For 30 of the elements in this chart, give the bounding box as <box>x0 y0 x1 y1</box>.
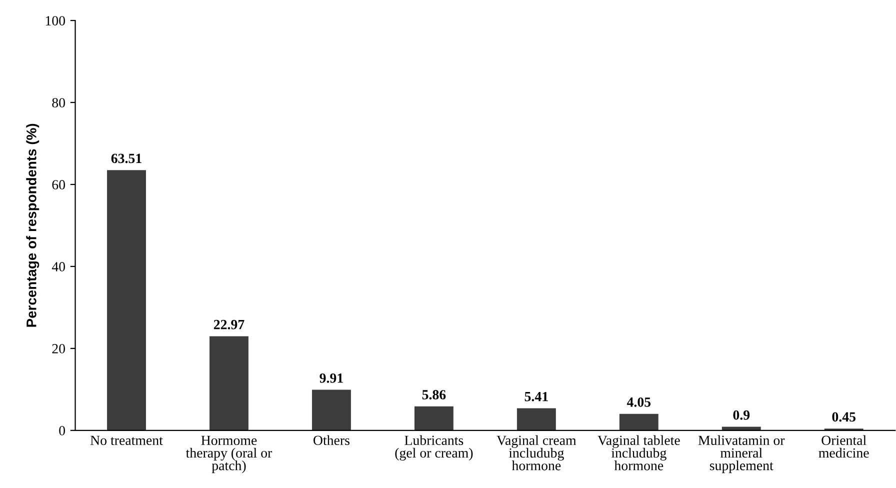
data-label: 63.51 <box>111 154 142 164</box>
y-tick-label: 80 <box>52 98 66 108</box>
x-tick-label: Oriental medicine <box>818 435 869 458</box>
x-tick-label: Hormome therapy (oral or patch) <box>186 436 272 474</box>
y-tick-label: 100 <box>46 16 66 26</box>
x-tick-label: No treatment <box>90 436 163 446</box>
bar <box>312 390 351 430</box>
bar <box>516 408 556 430</box>
data-label: 4.05 <box>626 397 651 407</box>
data-label: 0.9 <box>733 410 750 420</box>
x-tick-label: Others <box>314 435 350 446</box>
data-label: 0.45 <box>832 412 856 422</box>
data-label: 22.97 <box>214 320 244 330</box>
x-tick-label: Vaginal cream includubg hormone <box>496 435 576 470</box>
bar <box>619 414 658 430</box>
x-tick-label: Lubricants (gel or cream) <box>395 435 473 461</box>
bar <box>722 426 761 430</box>
data-label: 5.41 <box>524 392 548 402</box>
y-tick-label: 20 <box>52 344 66 354</box>
x-tick-label: Vaginal tablete includubg hormone <box>598 435 680 470</box>
data-label: 5.86 <box>422 390 446 400</box>
bar <box>107 170 146 430</box>
x-tick-label: Mulivatamin or mineral supplement <box>698 435 785 474</box>
y-tick-label: 40 <box>52 262 66 272</box>
y-axis-title: Percentage of respondents (%) <box>26 124 40 327</box>
y-tick-label: 60 <box>52 180 66 190</box>
bar <box>210 336 248 430</box>
y-tick-label: 0 <box>59 426 66 436</box>
bar <box>414 406 454 430</box>
data-label: 9.91 <box>320 373 343 383</box>
